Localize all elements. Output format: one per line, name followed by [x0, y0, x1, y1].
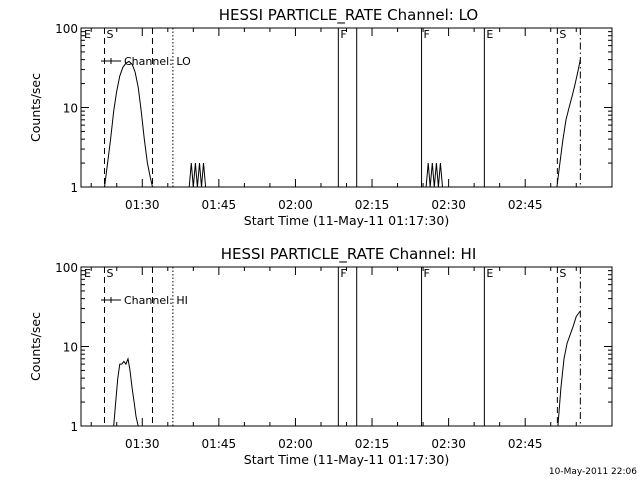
chart-panel-2: HESSI PARTICLE_RATE Channel: HI Counts/se… [28, 245, 613, 467]
x-tick-label: 02:45 [508, 198, 543, 212]
x-tick-label: 01:45 [202, 437, 237, 451]
y-tick-label: 10 [63, 102, 78, 116]
series-line [188, 163, 207, 188]
event-marker-label: E [486, 267, 493, 280]
event-marker-label: E [486, 28, 493, 41]
y-tick-label: 10 [63, 341, 78, 355]
event-marker-label: F [424, 28, 430, 41]
x-tick-label: 02:00 [278, 198, 313, 212]
event-marker-label: S [106, 28, 113, 41]
chart-panel-1: HESSI PARTICLE_RATE Channel: LO Counts/se… [28, 6, 613, 228]
series-line [113, 356, 139, 427]
series-line [556, 59, 581, 188]
series-line [557, 310, 581, 427]
y-tick-label: 100 [55, 22, 78, 36]
event-marker-label: F [340, 267, 346, 280]
y-axis-label: Counts/sec [28, 73, 43, 142]
y-axis-label: Counts/sec [28, 312, 43, 381]
event-marker-label: F [424, 267, 430, 280]
chart-title: HESSI PARTICLE_RATE Channel: LO [219, 6, 478, 25]
legend-label: Channel: HI [124, 294, 188, 307]
event-marker-label: S [559, 267, 566, 280]
y-tick-label: 100 [55, 261, 78, 275]
chart-title: HESSI PARTICLE_RATE Channel: HI [221, 245, 477, 264]
x-tick-label: 01:30 [125, 437, 160, 451]
x-tick-label: 01:45 [202, 198, 237, 212]
x-tick-label: 02:30 [431, 198, 466, 212]
event-marker-label: E [84, 28, 91, 41]
y-tick-label: 1 [70, 181, 78, 195]
plot-frame [80, 266, 613, 427]
x-tick-label: 01:30 [125, 198, 160, 212]
event-marker-label: E [84, 267, 91, 280]
event-marker-label: S [106, 267, 113, 280]
event-marker-label: S [559, 28, 566, 41]
x-tick-label: 02:15 [355, 437, 390, 451]
series-line [425, 163, 443, 188]
x-tick-label: 02:45 [508, 437, 543, 451]
y-tick-label: 1 [70, 420, 78, 434]
series-line [104, 60, 153, 188]
x-axis-label: Start Time (11-May-11 01:17:30) [244, 213, 449, 228]
x-tick-label: 02:00 [278, 437, 313, 451]
plot-frame [80, 27, 613, 188]
x-tick-label: 02:15 [355, 198, 390, 212]
legend-label: Channel: LO [124, 55, 191, 68]
x-axis-label: Start Time (11-May-11 01:17:30) [244, 452, 449, 467]
event-marker-label: F [340, 28, 346, 41]
x-tick-label: 02:30 [431, 437, 466, 451]
footer-date-stamp: 10-May-2011 22:06 [549, 467, 637, 477]
